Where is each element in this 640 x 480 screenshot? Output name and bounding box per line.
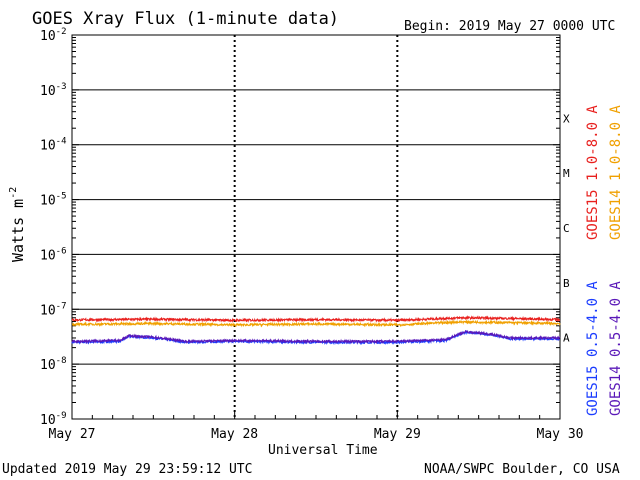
x-axis-label: Universal Time	[268, 443, 378, 458]
y-tick-label: 10-5	[40, 192, 67, 209]
x-tick-label: May 29	[374, 427, 421, 442]
flare-class-label: X	[563, 112, 570, 125]
y-tick-label: 10-6	[40, 246, 67, 263]
y-axis-label-sup: -2	[8, 187, 19, 199]
y-tick-label: 10-2	[40, 27, 67, 44]
flare-class-label: C	[563, 222, 570, 235]
plot-frame	[71, 34, 561, 420]
footer-updated: Updated 2019 May 29 23:59:12 UTC	[2, 462, 252, 477]
series-line	[71, 314, 561, 323]
series-lines	[71, 314, 561, 346]
series-line	[72, 319, 561, 328]
y-axis-label-main: Watts m	[9, 199, 27, 262]
legend-entry: GOES15 1.0-8.0 A	[585, 105, 601, 240]
legend-entry: GOES15 0.5-4.0 A	[585, 281, 601, 416]
y-tick-label: 10-4	[40, 137, 67, 154]
begin-label: Begin: 2019 May 27 0000 UTC	[404, 19, 615, 34]
legend-entry: GOES14 0.5-4.0 A	[608, 281, 624, 416]
series-line	[71, 329, 561, 345]
x-tick-label: May 27	[49, 427, 96, 442]
y-tick-label: 10-9	[40, 411, 67, 428]
svg-text:Watts m-2: Watts m-2	[8, 187, 27, 262]
legend-entry: GOES14 1.0-8.0 A	[608, 105, 624, 240]
footer-credit: NOAA/SWPC Boulder, CO USA	[424, 462, 620, 477]
y-tick-label: 10-3	[40, 82, 67, 99]
flare-class-labels: X M C B A	[563, 112, 570, 344]
y-tick-label: 10-7	[40, 301, 67, 318]
y-axis-label: Watts m-2	[8, 187, 27, 262]
x-tick-label: May 28	[211, 427, 258, 442]
y-axis-ticks: 10-2 10-3 10-4 10-5 10-6 10-7 10-8 10-9	[40, 27, 560, 428]
x-tick-label: May 30	[537, 427, 584, 442]
flare-class-label: A	[563, 332, 570, 345]
y-tick-label: 10-8	[40, 356, 67, 373]
day-markers	[233, 35, 399, 419]
chart-title: GOES Xray Flux (1-minute data)	[32, 9, 339, 29]
legend: GOES15 1.0-8.0 A GOES14 1.0-8.0 A GOES15 0…	[585, 105, 624, 416]
x-axis-ticks: May 27 May 28 May 29 May 30	[49, 411, 584, 442]
gridlines	[72, 89, 560, 365]
flare-class-label: M	[563, 167, 570, 180]
flare-class-label: B	[563, 277, 570, 290]
